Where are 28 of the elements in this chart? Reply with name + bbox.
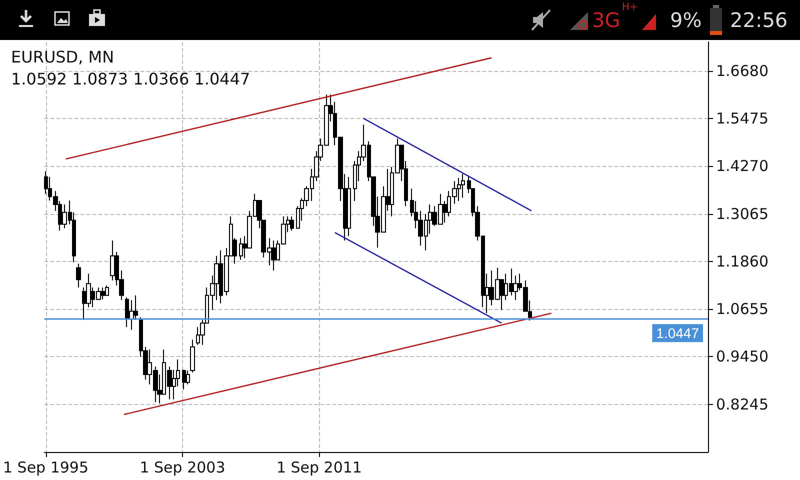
text: 22:56 [730,8,788,32]
candlestick [129,300,134,330]
ref-line-label: 1.0447 [656,325,700,342]
y-tick-label: 1.4270 [716,157,768,176]
y-tick-label: 0.9450 [716,348,768,366]
y-tick-label: 1.0655 [716,300,768,318]
x-tick-label: 1 Sep 2011 [276,458,362,476]
candlestick [105,285,109,296]
y-tick-label: 1.1860 [716,252,768,270]
candlestick [271,240,276,272]
x-tick-label: 1 Sep 1995 [2,458,89,476]
candlestick [347,176,351,237]
candlestick [239,238,243,260]
candlestick [190,339,195,374]
candlestick [290,216,294,232]
text: 1.0592 1.0873 1.0366 1.0447 [11,70,250,88]
text: 9% [670,8,702,32]
y-tick-label: 0.8245 [716,395,768,414]
y-tick-label: 1.3065 [716,204,768,223]
chart-title: EURUSD, MN [11,48,114,66]
x-tick-label: 1 Sep 2003 [140,458,226,476]
text: 3G [592,8,620,32]
y-tick-label: 1.5475 [716,110,768,128]
candlestick [182,369,186,390]
y-tick-label: 1.6680 [716,62,768,80]
candlestick [461,174,465,198]
text: H+ [622,2,638,13]
candlestick [76,263,81,288]
